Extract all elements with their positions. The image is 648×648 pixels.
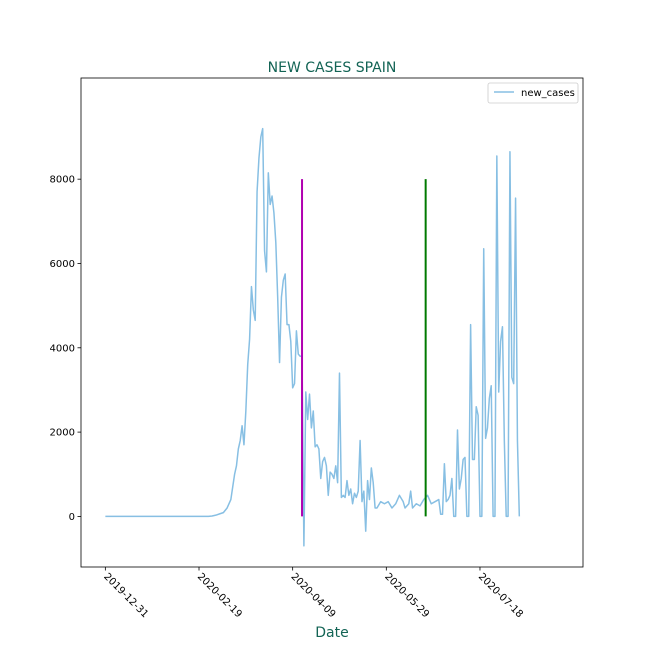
y-tick-label: 2000 <box>50 428 75 439</box>
x-axis-label: Date <box>315 625 348 641</box>
series-line-new-cases <box>105 127 521 547</box>
y-tick-label: 6000 <box>50 259 75 270</box>
plot-area <box>81 78 583 567</box>
y-axis-ticks: 0 2000 4000 6000 8000 <box>50 175 81 523</box>
chart-title: NEW CASES SPAIN <box>268 60 397 76</box>
y-tick-label: 8000 <box>50 175 75 186</box>
legend-label-new-cases: new_cases <box>521 88 575 99</box>
annotation-layer <box>301 179 427 517</box>
legend: new_cases <box>487 82 579 104</box>
legend-box <box>487 82 579 104</box>
y-tick-label: 0 <box>69 512 75 523</box>
y-tick-label: 4000 <box>50 343 75 354</box>
plot-frame <box>80 77 584 568</box>
series-layer <box>105 127 521 547</box>
